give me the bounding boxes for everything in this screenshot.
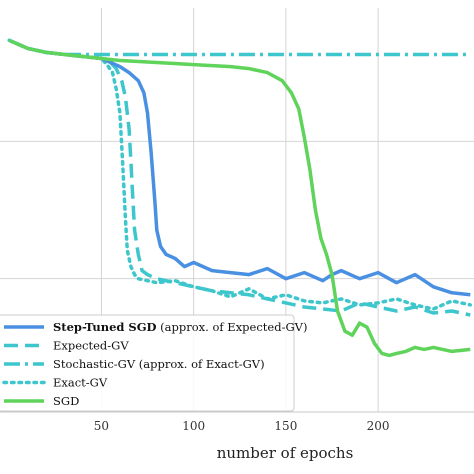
legend-label-4: SGD [53,394,79,408]
series-line-4 [8,38,471,358]
x-tick-label: 100 [182,419,205,433]
x-tick-label: 150 [274,419,297,433]
series-line-2 [8,38,471,57]
legend-label-1: Expected-GV [53,339,129,353]
x-axis-title: number of epochs [217,444,354,462]
x-tick-labels: 50 100 150 200 [94,419,390,433]
grid-lines [0,8,474,413]
legend-box [0,314,295,412]
series-line-0 [8,38,471,297]
series-line-3 [7,38,473,311]
legend-label-2: Stochastic-GV (approx. of Exact-GV) [53,357,265,371]
series-line-1 [8,38,471,317]
legend: Step-Tuned SGD (approx. of Expected-GV) E… [0,314,307,412]
legend-label-0: Step-Tuned SGD (approx. of Expected-GV) [53,320,307,334]
x-tick-label: 200 [367,419,390,433]
series-lines [7,38,473,358]
x-tick-label: 50 [94,419,109,433]
legend-label-3: Exact-GV [53,376,108,390]
